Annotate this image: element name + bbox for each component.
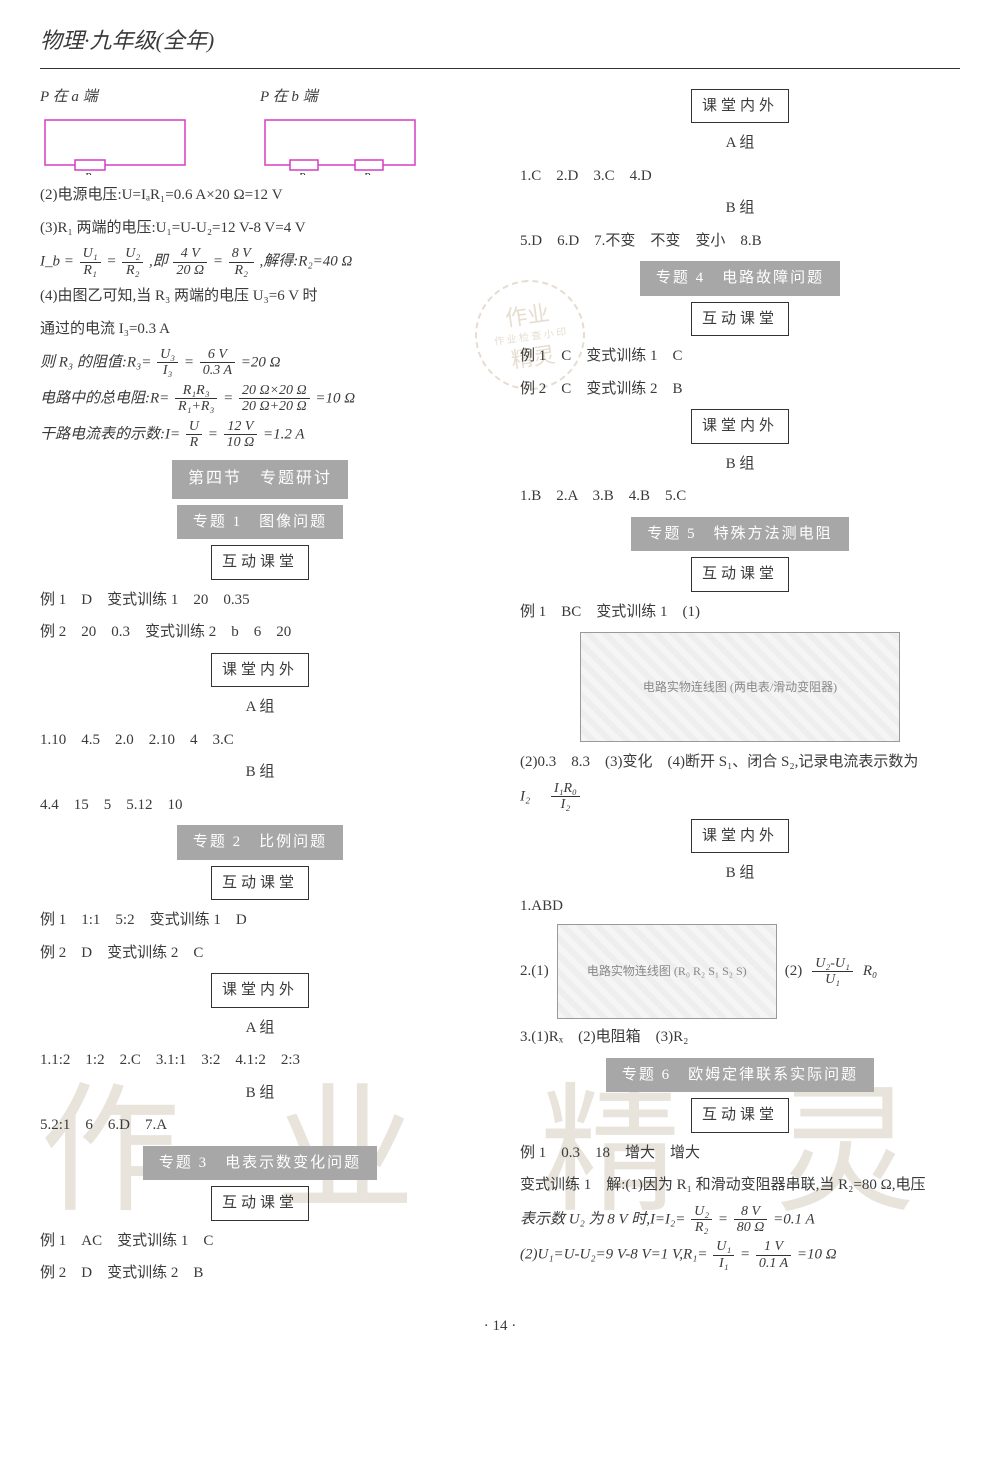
ktny-box-r3: 课堂内外	[691, 819, 789, 854]
zt2-b-ans: 5.2:1 6 6.D 7.A	[40, 1111, 480, 1140]
left-column: P 在 a 端 R₁ P 在 b 端 R₁ R₂ (2)电源电压:U=IₐR₁=…	[40, 83, 480, 1292]
topic-3-bar: 专题 3 电表示数变化问题	[143, 1146, 377, 1181]
line-3: (3)R₁ 两端的电压:U₁=U-U₂=12 V-8 V=4 V	[40, 214, 480, 243]
topic-5-bar: 专题 5 特殊方法测电阻	[631, 517, 848, 552]
right-column: 课堂内外 A 组 1.C 2.D 3.C 4.D B 组 5.D 6.D 7.不…	[520, 83, 960, 1292]
group-a-r1: A 组	[520, 129, 960, 158]
group-a-1: A 组	[40, 693, 480, 722]
zt6-ex1: 例 1 0.3 18 增大 增大	[520, 1139, 960, 1168]
svg-text:R₁: R₁	[84, 171, 96, 175]
hdkt-box-r3: 互动课堂	[691, 557, 789, 592]
hdkt-box-2: 互动课堂	[211, 866, 309, 901]
hdkt-box-1: 互动课堂	[211, 545, 309, 580]
topic-6-bar: 专题 6 欧姆定律联系实际问题	[606, 1058, 874, 1093]
topic-1-bar: 专题 1 图像问题	[177, 505, 343, 540]
hdkt-box-r4: 互动课堂	[691, 1098, 789, 1133]
line-3b: I_b = U₁R₁ = U₂R₂ ,即 4 V20 Ω = 8 VR₂ ,解得…	[40, 246, 480, 278]
svg-text:R₂: R₂	[363, 171, 375, 175]
zt1-b-ans: 4.4 15 5 5.12 10	[40, 791, 480, 820]
circuit-b-label: P 在 b 端	[260, 83, 440, 112]
circuit-photo-1: 电路实物连线图 (两电表/滑动变阻器)	[580, 632, 900, 742]
circuit-b-svg: R₁ R₂	[260, 115, 420, 175]
zt1-ex1: 例 1 D 变式训练 1 20 0.35	[40, 586, 480, 615]
section-4-bar: 第四节 专题研讨	[172, 460, 348, 498]
line-4e: 干路电流表的示数:I= UR = 12 V10 Ω =1.2 A	[40, 419, 480, 451]
line-4a: (4)由图乙可知,当 R₃ 两端的电压 U₃=6 V 时	[40, 282, 480, 311]
hdkt-box-3: 互动课堂	[211, 1186, 309, 1221]
group-b-2: B 组	[40, 1079, 480, 1108]
group-a-2: A 组	[40, 1014, 480, 1043]
r-a-ans: 1.C 2.D 3.C 4.D	[520, 162, 960, 191]
topic-4-bar: 专题 4 电路故障问题	[640, 261, 840, 296]
circuit-diagrams: P 在 a 端 R₁ P 在 b 端 R₁ R₂	[40, 83, 480, 176]
zt1-a-ans: 1.10 4.5 2.0 2.10 4 3.C	[40, 726, 480, 755]
ktny-box-2: 课堂内外	[211, 973, 309, 1008]
zt6-bs1a: 变式训练 1 解:(1)因为 R₁ 和滑动变阻器串联,当 R₂=80 Ω,电压	[520, 1171, 960, 1200]
zt5-l2: (2)0.3 8.3 (3)变化 (4)断开 S₁、闭合 S₂,记录电流表示数为	[520, 748, 960, 777]
circuit-a-label: P 在 a 端	[40, 83, 220, 112]
line-4d: 电路中的总电阻:R= R₁R₃R₁+R₃ = 20 Ω×20 Ω20 Ω+20 …	[40, 383, 480, 415]
group-b-r2: B 组	[520, 450, 960, 479]
zt4-ex2: 例 2 C 变式训练 2 B	[520, 375, 960, 404]
topic-2-bar: 专题 2 比例问题	[177, 825, 343, 860]
zt5-b-ans: 1.ABD	[520, 892, 960, 921]
page-number: · 14 ·	[40, 1312, 960, 1341]
zt2-a-ans: 1.1:2 1:2 2.C 3.1:1 3:2 4.1:2 2:3	[40, 1046, 480, 1075]
ktny-box-r2: 课堂内外	[691, 409, 789, 444]
zt5-l2b: I₂ I₁R₀I₂	[520, 781, 960, 813]
ktny-box-1: 课堂内外	[211, 653, 309, 688]
line-2: (2)电源电压:U=IₐR₁=0.6 A×20 Ω=12 V	[40, 181, 480, 210]
zt3-ex2: 例 2 D 变式训练 2 B	[40, 1259, 480, 1288]
zt5-q2: 2.(1) 电路实物连线图 (R₀ R₂ S₁ S₂ S) (2) U₂-U₁U…	[520, 924, 960, 1019]
page-header: 物理·九年级(全年)	[40, 20, 960, 69]
circuit-a-svg: R₁	[40, 115, 190, 175]
ktny-box-r1: 课堂内外	[691, 89, 789, 124]
line-4b: 通过的电流 I₃=0.3 A	[40, 315, 480, 344]
zt5-q3: 3.(1)Rₓ (2)电阻箱 (3)R₂	[520, 1023, 960, 1052]
zt4-ex1: 例 1 C 变式训练 1 C	[520, 342, 960, 371]
circuit-photo-2: 电路实物连线图 (R₀ R₂ S₁ S₂ S)	[557, 924, 777, 1019]
zt2-ex2: 例 2 D 变式训练 2 C	[40, 939, 480, 968]
line-4c: 则 R₃ 的阻值:R₃= U₃I₃ = 6 V0.3 A =20 Ω	[40, 347, 480, 379]
group-b-1: B 组	[40, 758, 480, 787]
zt1-ex2: 例 2 20 0.3 变式训练 2 b 6 20	[40, 618, 480, 647]
zt5-ex1: 例 1 BC 变式训练 1 (1)	[520, 598, 960, 627]
group-b-r3: B 组	[520, 859, 960, 888]
zt4-b-ans: 1.B 2.A 3.B 4.B 5.C	[520, 482, 960, 511]
svg-text:R₁: R₁	[298, 171, 310, 175]
zt6-bs2: (2)U₁=U-U₂=9 V-8 V=1 V,R₁= U₁I₁ = 1 V0.1…	[520, 1239, 960, 1271]
r-b-ans: 5.D 6.D 7.不变 不变 变小 8.B	[520, 227, 960, 256]
zt2-ex1: 例 1 1:1 5:2 变式训练 1 D	[40, 906, 480, 935]
zt3-ex1: 例 1 AC 变式训练 1 C	[40, 1227, 480, 1256]
zt6-bs1b: 表示数 U₂ 为 8 V 时,I=I₂= U₂R₂ = 8 V80 Ω =0.1…	[520, 1204, 960, 1236]
group-b-r1: B 组	[520, 194, 960, 223]
hdkt-box-r2: 互动课堂	[691, 302, 789, 337]
